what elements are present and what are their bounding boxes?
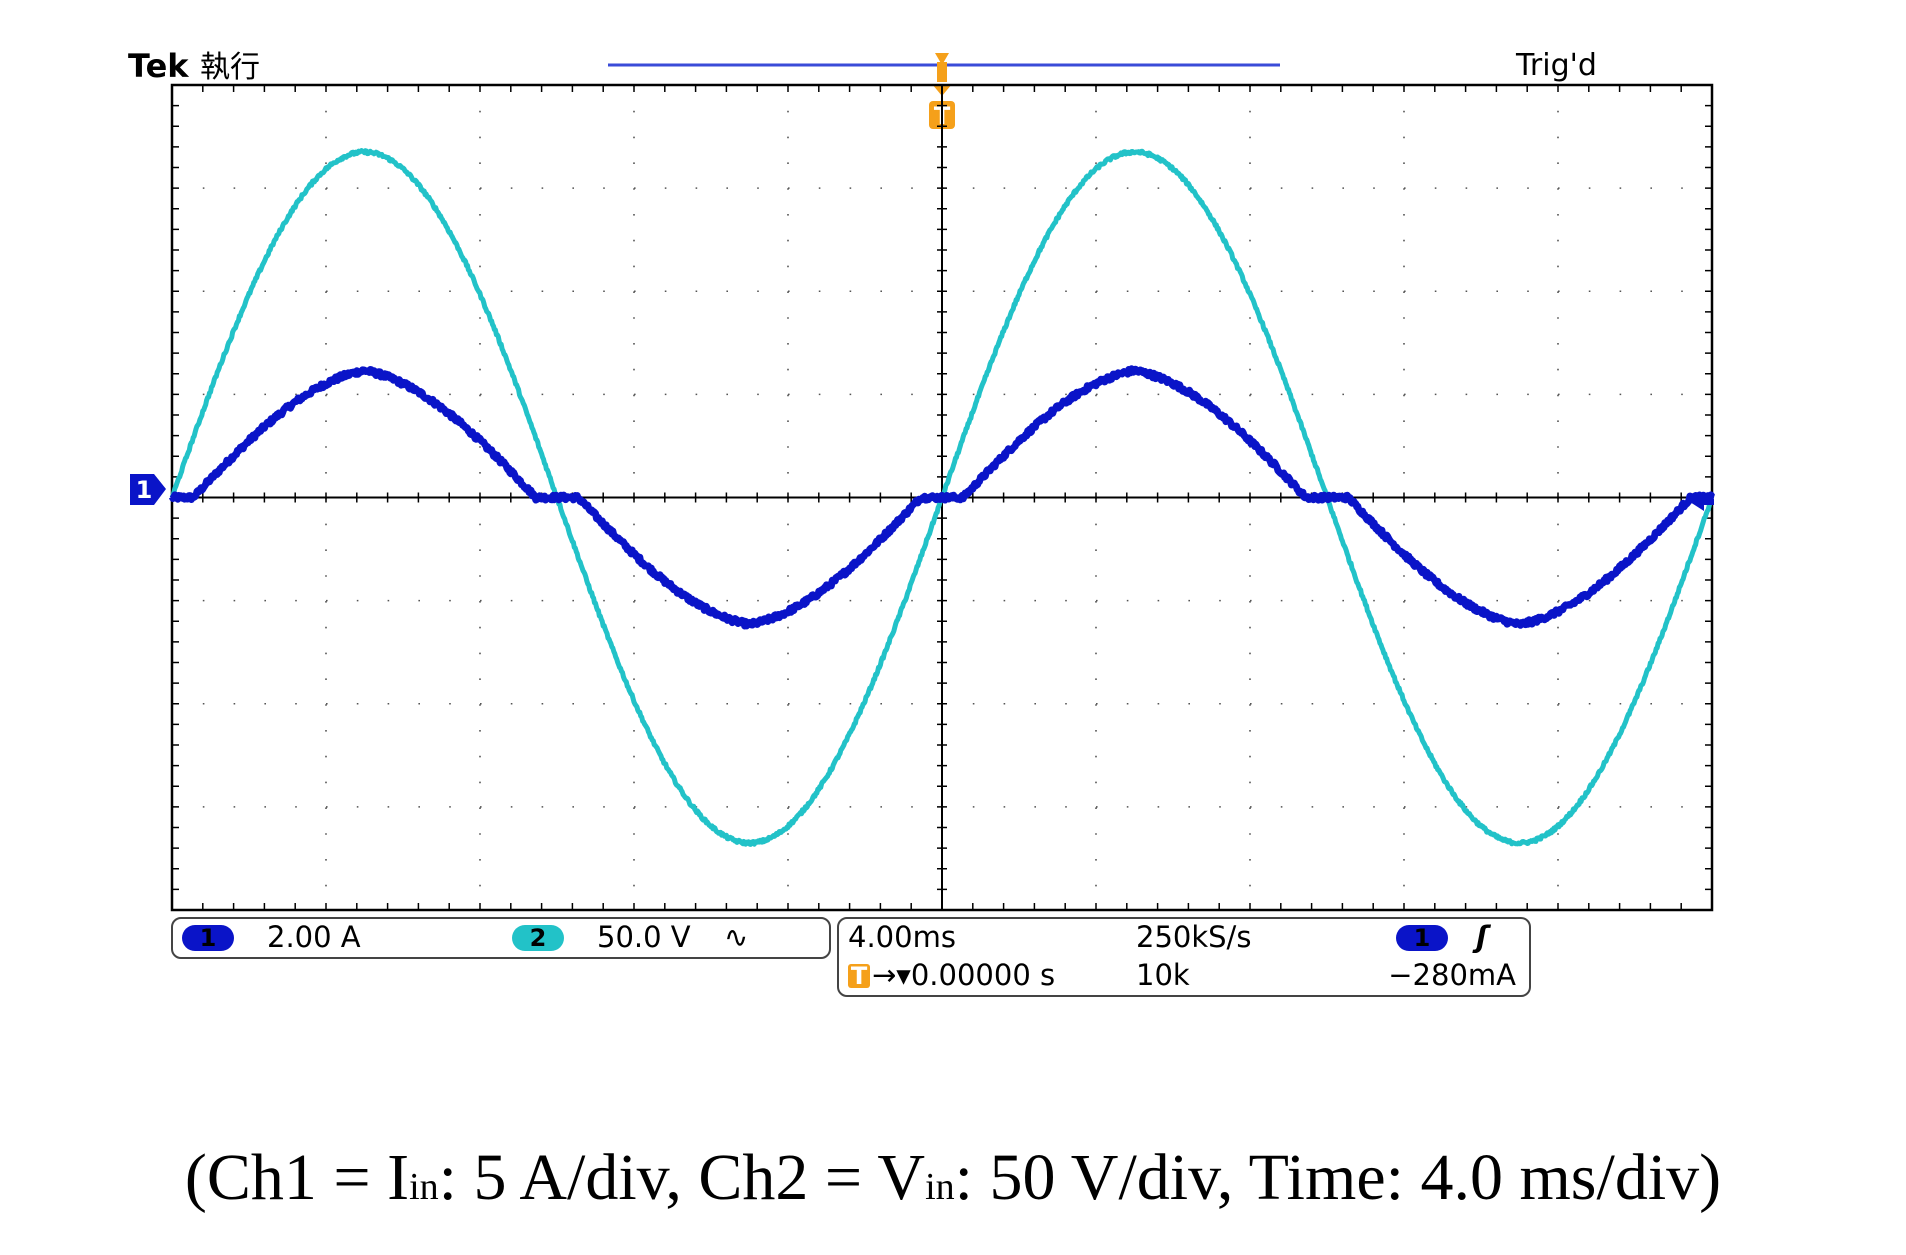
ch2-scale-readout: 50.0 V: [597, 920, 691, 954]
tek-brand-label: Tek: [128, 47, 189, 85]
trigger-source-label: 1: [1414, 924, 1431, 952]
caption-mid: : 5 A/div, Ch2 = V: [438, 1141, 926, 1214]
acquisition-mode-label: 執行: [200, 50, 260, 85]
ch1-scale-readout: 2.00 A: [267, 920, 361, 954]
ch1-ground-marker-label: 1: [136, 476, 153, 504]
channel-readout-box[interactable]: [171, 917, 831, 959]
trigger-level-arrow-icon: [1690, 493, 1714, 511]
ch2-pill-badge[interactable]: [512, 925, 564, 951]
ch1-ground-marker-shape: [130, 474, 166, 505]
caption-close: : 50 V/div, Time: 4.0 ms/div): [954, 1141, 1722, 1214]
ch1-pill-label: 1: [200, 924, 217, 952]
trigger-position-badge-label: T: [851, 962, 868, 990]
trigger-source-pill-badge[interactable]: [1396, 925, 1448, 951]
ch1-ground-marker[interactable]: 1: [130, 474, 166, 505]
ch1-current-trace: [168, 365, 1716, 630]
trigger-top-stem: [937, 62, 947, 82]
ch1-pill-badge[interactable]: [182, 925, 234, 951]
timebase-readout-box[interactable]: [837, 917, 1531, 997]
record-length-readout: 10k: [1136, 958, 1190, 992]
sample-rate-readout: 250kS/s: [1136, 920, 1251, 954]
trigger-slope-icon: ʃ: [1472, 920, 1492, 954]
trigger-position-readout: →▾0.00000 s: [872, 958, 1055, 992]
figure-caption: (Ch1 = Iin: 5 A/div, Ch2 = Vin: 50 V/div…: [0, 1140, 1906, 1216]
trigger-top-arrow-icon: [935, 53, 949, 65]
ch2-pill-label: 2: [530, 924, 547, 952]
trigger-position-badge: [848, 964, 870, 988]
ch2-coupling-icon: ∿: [724, 920, 748, 954]
caption-open: (Ch1 = I: [184, 1141, 410, 1214]
trigger-level-readout: −280mA: [1388, 958, 1516, 992]
caption-sub-ch2: in: [925, 1166, 955, 1208]
caption-sub-ch1: in: [409, 1166, 439, 1208]
timebase-readout: 4.00ms: [848, 920, 956, 954]
trigger-status-label: Trig'd: [1515, 48, 1597, 83]
